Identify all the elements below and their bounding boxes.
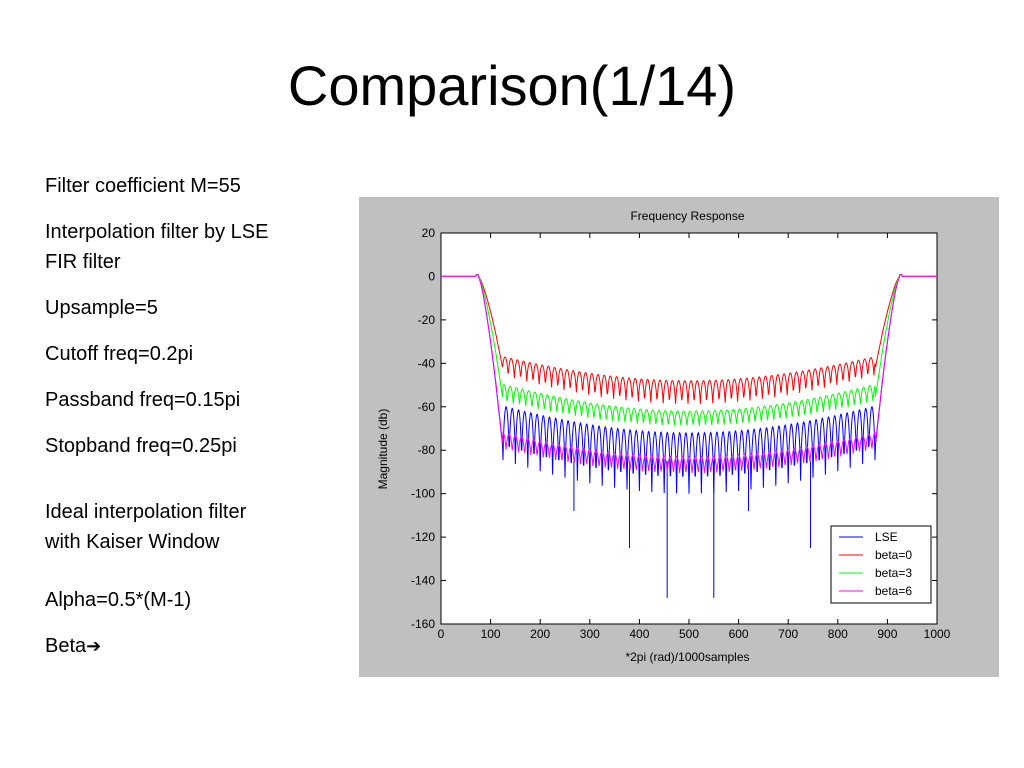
x-tick-label: 200: [530, 627, 550, 641]
bullet-beta-label: Beta: [45, 635, 87, 657]
x-tick-label: 0: [438, 627, 445, 641]
frequency-response-figure: 0 100 200 300 400 500 600 700 800 900 1000 20 0 -20 -4…: [359, 197, 999, 677]
legend-label: LSE: [875, 530, 898, 544]
x-tick-label: 1000: [924, 627, 951, 641]
y-tick-label: -160: [411, 617, 435, 631]
x-tick-label: 900: [877, 627, 897, 641]
bullet-filter-coefficient: Filter coefficient M=55: [45, 175, 241, 197]
y-tick-label: 0: [428, 269, 435, 283]
bullet-cutoff-freq: Cutoff freq=0.2pi: [45, 343, 194, 365]
x-tick-label: 700: [778, 627, 798, 641]
bullet-list: Filter coefficient M=55 Interpolation fi…: [45, 171, 345, 677]
bullet-upsample: Upsample=5: [45, 297, 158, 319]
chart-title: Frequency Response: [630, 209, 745, 223]
legend-label: beta=3: [875, 566, 912, 580]
bullet-stopband-freq: Stopband freq=0.25pi: [45, 435, 237, 457]
bullet-passband-freq: Passband freq=0.15pi: [45, 389, 241, 411]
x-tick-label: 600: [729, 627, 749, 641]
series-line-LSE: [441, 274, 937, 494]
right-arrow-icon: ➔: [86, 636, 102, 656]
y-axis-label: Magnitude (db): [376, 408, 390, 490]
y-tick-label: -80: [418, 443, 436, 457]
y-tick-label: -100: [411, 487, 435, 501]
slide-title: Comparison(1/14): [287, 54, 737, 117]
bullet-ideal-kaiser: Ideal interpolation filter with Kaiser W…: [45, 501, 247, 553]
chart-svg: 0 100 200 300 400 500 600 700 800 900 1000200-20-4…: [411, 226, 951, 641]
y-tick-label: -120: [411, 530, 435, 544]
x-tick-label: 800: [828, 627, 848, 641]
y-tick-label: -140: [411, 574, 435, 588]
series-line-beta=3: [441, 274, 937, 426]
bullet-interpolation-lse: Interpolation filter by LSE FIR filter: [45, 221, 269, 273]
y-tick-label: -40: [418, 356, 436, 370]
bullet-alpha: Alpha=0.5*(M-1): [45, 589, 192, 611]
series-line-beta=0: [441, 274, 937, 404]
legend-label: beta=0: [875, 548, 912, 562]
x-axis-label: *2pi (rad)/1000samples: [625, 650, 750, 664]
x-tick-label: 500: [679, 627, 699, 641]
y-tick-label: -20: [418, 313, 436, 327]
x-tick-label: 400: [629, 627, 649, 641]
y-tick-label: 20: [422, 226, 436, 240]
legend-label: beta=6: [875, 584, 912, 598]
x-tick-label: 100: [481, 627, 501, 641]
bullet-beta: Beta➔: [45, 631, 345, 661]
y-tick-label: -60: [418, 400, 436, 414]
x-tick-label: 300: [580, 627, 600, 641]
legend-box: [830, 525, 932, 604]
series-line-beta=6: [441, 274, 937, 474]
